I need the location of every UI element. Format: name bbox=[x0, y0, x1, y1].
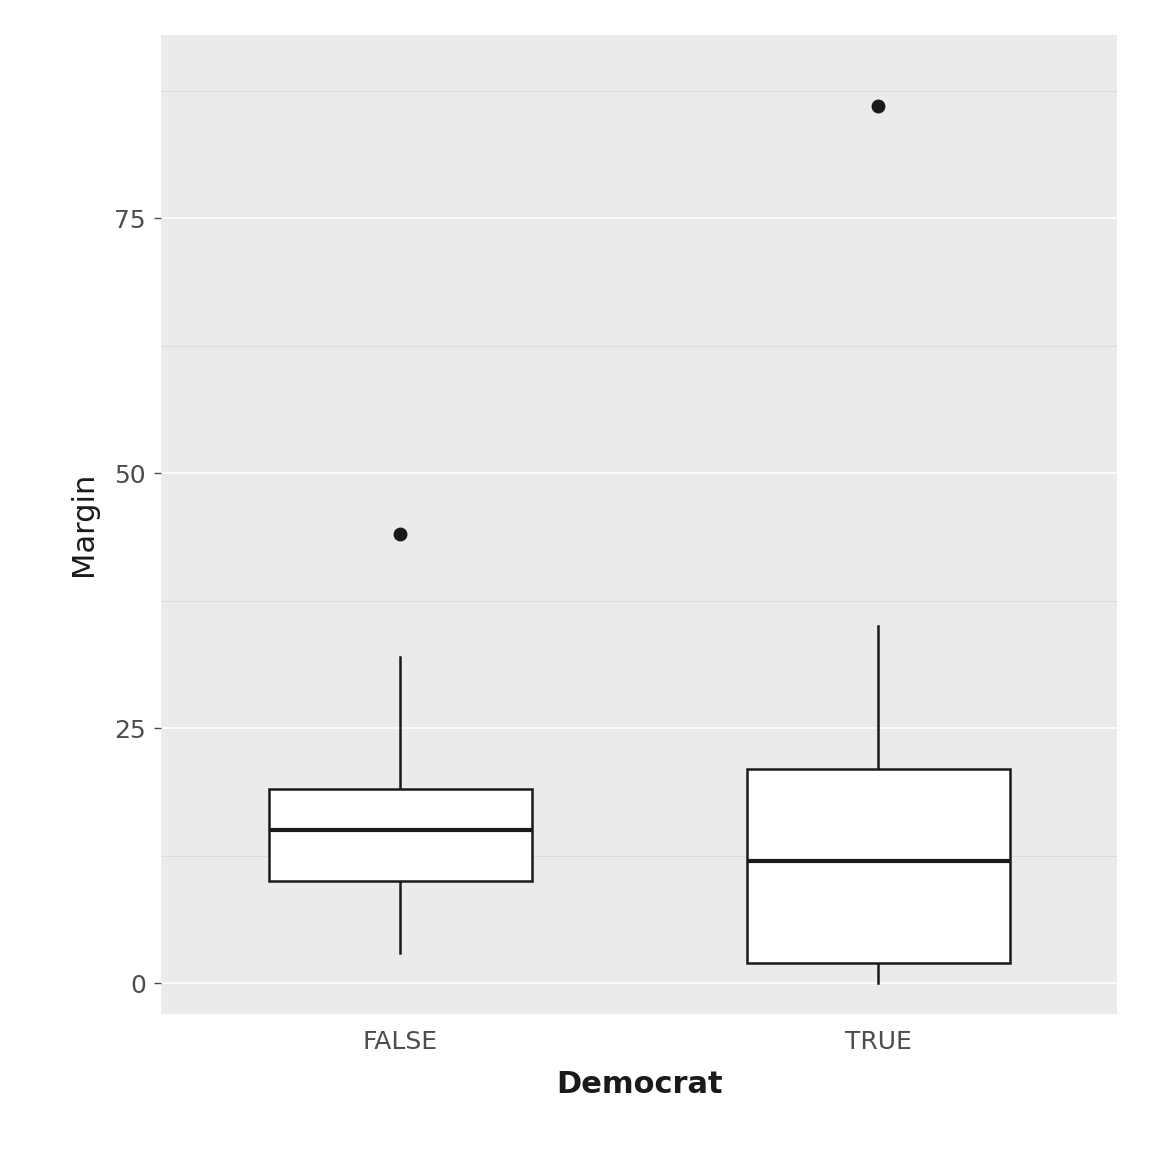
Bar bbox=[746, 770, 1010, 963]
Y-axis label: Margin: Margin bbox=[69, 472, 98, 576]
Bar bbox=[268, 789, 532, 881]
X-axis label: Democrat: Democrat bbox=[556, 1070, 722, 1099]
